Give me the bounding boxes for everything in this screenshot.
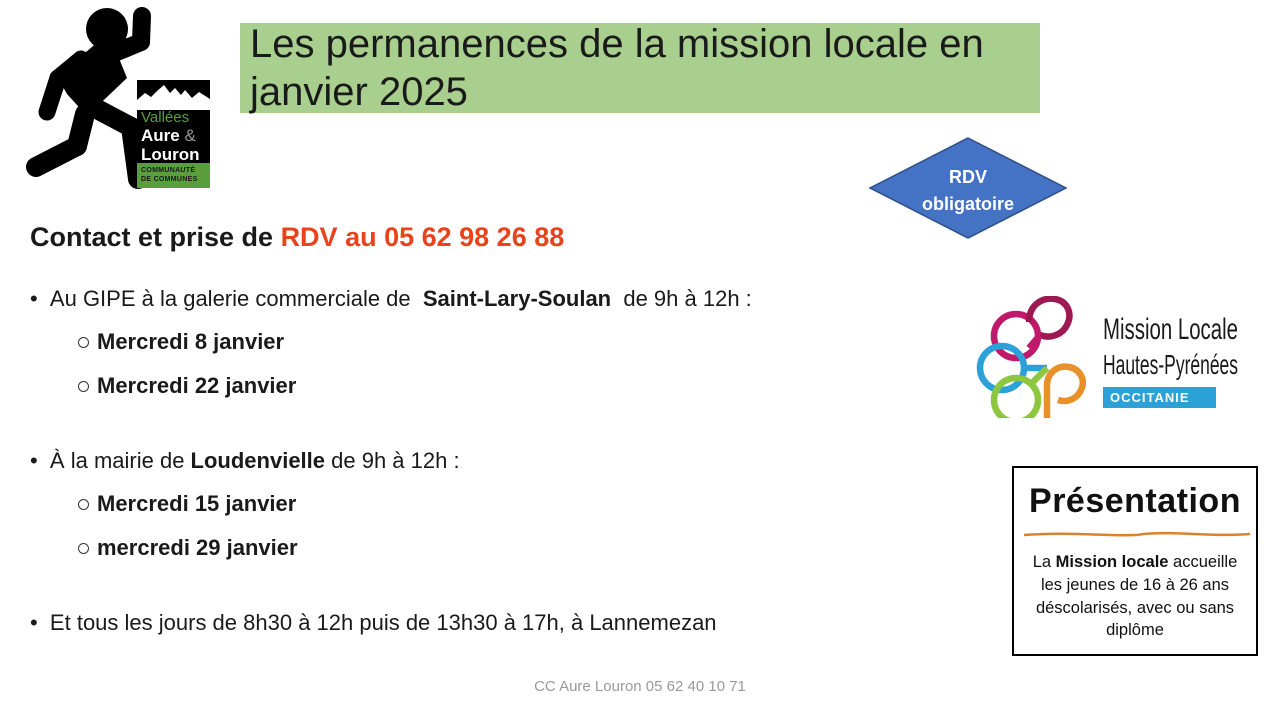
svg-text:OCCITANIE: OCCITANIE [1110, 390, 1190, 405]
svg-text:Hautes-Pyrénées: Hautes-Pyrénées [1103, 349, 1238, 380]
svg-text:Mission Locale: Mission Locale [1103, 313, 1238, 346]
svg-text:obligatoire: obligatoire [922, 194, 1014, 214]
svg-text:RDV: RDV [949, 167, 987, 187]
